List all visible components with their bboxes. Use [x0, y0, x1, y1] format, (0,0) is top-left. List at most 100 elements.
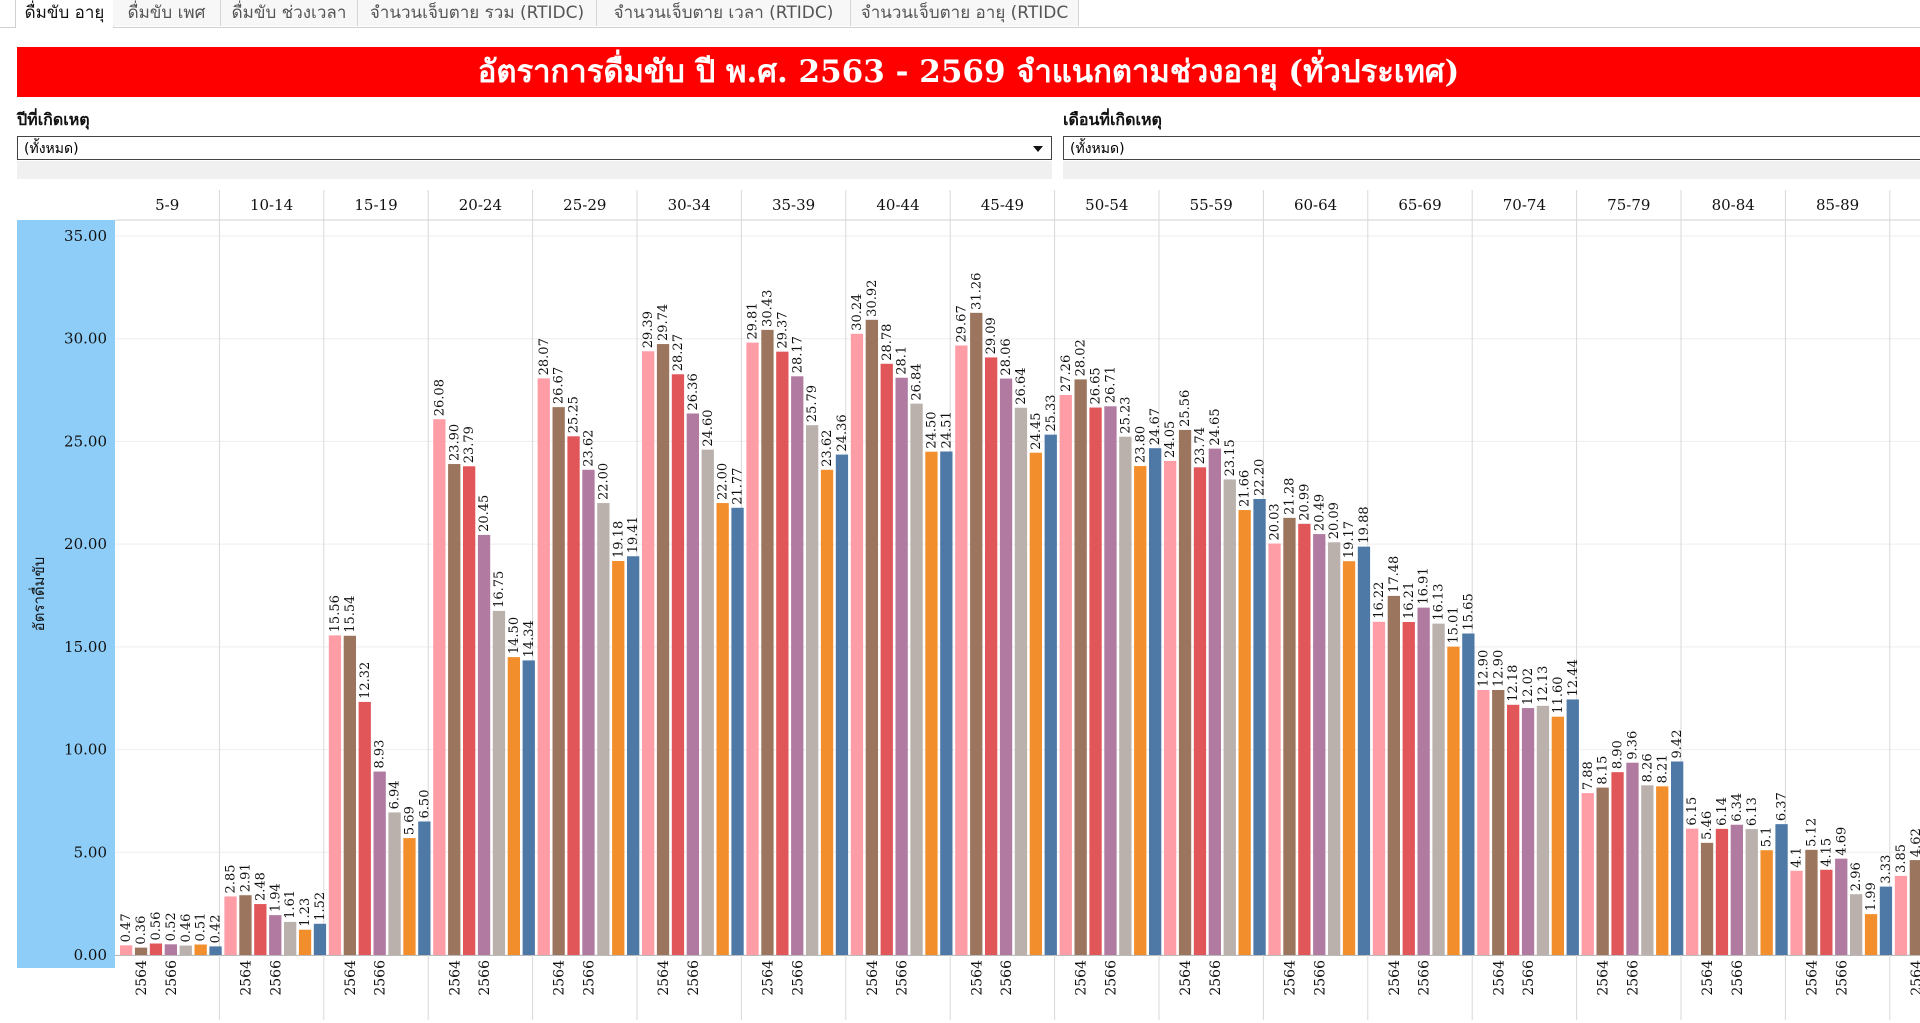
bar: [1089, 407, 1102, 955]
data-label: 16.91: [1417, 567, 1432, 604]
category-header-label: 5-9: [155, 196, 179, 214]
x-tick-label: 2564: [1387, 960, 1403, 996]
bar: [1044, 434, 1057, 955]
y-tick-label: 15.00: [64, 638, 107, 656]
data-label: 2.91: [238, 863, 253, 892]
bar: [1551, 716, 1564, 955]
data-label: 29.37: [775, 311, 790, 348]
x-tick-label: 2564: [343, 960, 359, 996]
bar: [1104, 406, 1117, 955]
bar: [1521, 708, 1535, 955]
bar: [880, 363, 893, 955]
tab-casualties-time[interactable]: จำนวนเจ็บตาย เวลา (RTIDC): [597, 0, 851, 26]
data-label: 23.90: [447, 424, 462, 461]
y-tick-label: 30.00: [64, 330, 107, 348]
bar: [1462, 633, 1475, 955]
data-label: 6.15: [1685, 797, 1700, 826]
x-tick-label: 2564: [760, 960, 776, 996]
bar: [1268, 543, 1281, 955]
bar: [1402, 622, 1415, 955]
year-filter-strip: [17, 161, 1052, 179]
bar: [194, 944, 207, 955]
data-label: 1.52: [313, 892, 328, 921]
bar: [537, 378, 550, 955]
bar: [1671, 761, 1684, 955]
tab-casualties-total[interactable]: จำนวนเจ็บตาย รวม (RTIDC): [358, 0, 597, 26]
data-label: 19.18: [611, 521, 626, 558]
data-label: 8.26: [1640, 753, 1655, 782]
data-label: 7.88: [1581, 761, 1596, 790]
bar: [463, 466, 476, 955]
x-tick-label: 2566: [1208, 960, 1224, 996]
category-header-label: 35-39: [772, 196, 815, 214]
x-tick-label: 2564: [1596, 960, 1612, 996]
x-tick-label: 2564: [969, 960, 985, 996]
data-label: 3.85: [1894, 844, 1909, 873]
bar: [1894, 875, 1908, 955]
data-label: 16.21: [1402, 582, 1417, 619]
data-label: 15.01: [1446, 606, 1461, 643]
tab-drunk-driving-age[interactable]: ดื่มขับ อายุ: [15, 0, 114, 28]
y-tick-label: 10.00: [64, 741, 107, 759]
bar: [120, 945, 133, 955]
data-label: 6.94: [388, 780, 403, 809]
data-label: 9.42: [1670, 730, 1685, 759]
year-filter-dropdown[interactable]: (ทั้งหมด): [17, 136, 1052, 160]
bar: [134, 947, 148, 955]
data-label: 25.79: [805, 385, 820, 422]
month-filter-dropdown[interactable]: (ทั้งหมด): [1063, 136, 1920, 160]
bar: [388, 812, 401, 955]
category-header-label: 30-34: [668, 196, 711, 214]
data-label: 28.02: [1074, 339, 1089, 376]
data-label: 28.1: [895, 346, 910, 375]
data-label: 1.23: [298, 898, 313, 927]
category-header-label: 85-89: [1816, 196, 1859, 214]
data-label: 2.48: [253, 872, 268, 901]
data-label: 26.65: [1089, 367, 1104, 404]
bar: [1119, 436, 1132, 955]
data-label: 15.56: [328, 595, 343, 632]
x-tick-label: 2564: [1178, 960, 1194, 996]
tab-drunk-driving-sex[interactable]: ดื่มขับ เพศ: [113, 0, 221, 26]
x-tick-label: 2566: [1417, 960, 1433, 996]
category-header-label: 20-24: [459, 196, 502, 214]
data-label: 12.90: [1476, 650, 1491, 687]
bar: [910, 403, 923, 955]
x-tick-label: 2564: [238, 960, 254, 996]
data-label: 12.32: [358, 662, 373, 699]
bar: [985, 357, 998, 955]
month-filter-value: (ทั้งหมด): [1070, 141, 1125, 157]
bar: [627, 556, 640, 955]
bar: [671, 374, 685, 955]
bar: [731, 507, 744, 955]
bar: [1507, 704, 1520, 955]
data-label: 23.62: [820, 430, 835, 467]
x-tick-label: 2566: [1521, 960, 1537, 996]
bar: [448, 464, 461, 955]
data-label: 4.1: [1790, 847, 1805, 868]
data-label: 14.50: [507, 617, 522, 654]
y-tick-label: 35.00: [64, 227, 107, 245]
x-tick-label: 2566: [1730, 960, 1746, 996]
bar: [1193, 467, 1207, 955]
bar: [1417, 607, 1430, 955]
bar: [1596, 787, 1609, 955]
y-axis-panel: [17, 220, 115, 968]
data-label: 21.66: [1238, 470, 1253, 507]
bar: [1790, 870, 1803, 955]
bar: [1164, 460, 1177, 955]
tab-casualties-age[interactable]: จำนวนเจ็บตาย อายุ (RTIDC: [851, 0, 1079, 26]
data-label: 15.65: [1461, 593, 1476, 630]
category-header-label: 45-49: [981, 196, 1024, 214]
data-label: 2.96: [1849, 862, 1864, 891]
bar: [746, 342, 759, 955]
bar: [1864, 914, 1878, 955]
bar: [418, 821, 431, 955]
category-header-label: 60-64: [1294, 196, 1337, 214]
bar: [761, 329, 774, 955]
tab-drunk-driving-time[interactable]: ดื่มขับ ช่วงเวลา: [221, 0, 358, 26]
data-label: 12.90: [1491, 650, 1506, 687]
data-label: 24.36: [835, 414, 850, 451]
month-filter-label: เดือนที่เกิดเหตุ: [1063, 110, 1162, 129]
y-tick-label: 5.00: [74, 843, 107, 861]
